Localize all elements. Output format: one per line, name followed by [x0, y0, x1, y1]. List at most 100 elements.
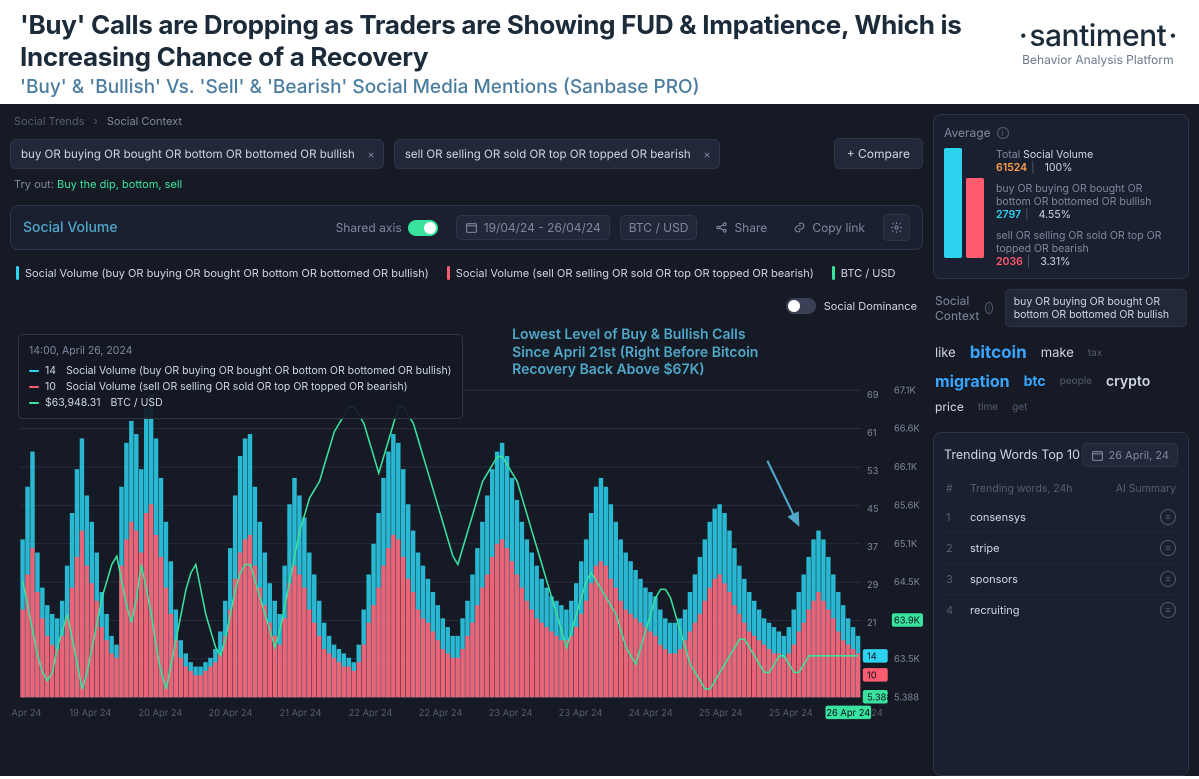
- close-icon[interactable]: ×: [368, 147, 375, 161]
- table-row[interactable]: 2stripe≡: [944, 532, 1178, 563]
- svg-text:65.6K: 65.6K: [894, 501, 920, 512]
- svg-text:20 Apr 24: 20 Apr 24: [138, 708, 182, 719]
- cloud-word[interactable]: people: [1060, 375, 1092, 387]
- legend-swatch-icon: [16, 266, 19, 280]
- cloud-word[interactable]: migration: [935, 371, 1010, 391]
- svg-text:61: 61: [867, 429, 877, 440]
- cloud-word[interactable]: like: [935, 345, 956, 361]
- context-tag[interactable]: buy OR buying OR bought OR bottom OR bot…: [1005, 289, 1187, 327]
- table-row[interactable]: 4recruiting≡: [944, 594, 1178, 625]
- svg-text:25 Apr 24: 25 Apr 24: [769, 708, 813, 719]
- link-icon: [793, 221, 806, 234]
- chart-area[interactable]: 6961534537292114105.38867.1K66.6K66.1K65…: [10, 326, 923, 776]
- date-range-picker[interactable]: 19/04/24 - 26/04/24: [456, 215, 610, 240]
- svg-text:53: 53: [867, 467, 879, 478]
- breadcrumb-current: Social Context: [107, 114, 182, 128]
- info-icon[interactable]: i: [997, 127, 1009, 139]
- header: 'Buy' Calls are Dropping as Traders are …: [0, 0, 1199, 104]
- tooltip-timestamp: 14:00, April 26, 2024: [29, 343, 452, 359]
- svg-text:5.388: 5.388: [867, 693, 892, 704]
- settings-button[interactable]: [883, 214, 910, 241]
- legend-item-buy[interactable]: Social Volume (buy OR buying OR bought O…: [16, 266, 429, 280]
- ai-summary-icon[interactable]: ≡: [1160, 509, 1176, 525]
- svg-text:66.1K: 66.1K: [894, 463, 918, 474]
- svg-text:69: 69: [867, 390, 879, 401]
- copy-link-button[interactable]: Copy link: [785, 216, 873, 239]
- query-chip-sell[interactable]: sell OR selling OR sold OR top OR topped…: [394, 139, 720, 169]
- svg-text:64.5K: 64.5K: [894, 578, 921, 589]
- trending-card: Trending Words Top 10 26 April, 24 # Tre…: [933, 432, 1189, 776]
- cloud-word[interactable]: btc: [1024, 373, 1046, 390]
- brand-logo: santiment: [1017, 18, 1179, 54]
- card-title: Average: [944, 125, 991, 140]
- svg-text:19 Apr 24: 19 Apr 24: [10, 708, 41, 719]
- share-button[interactable]: Share: [707, 216, 775, 239]
- gear-icon: [890, 221, 903, 234]
- social-context-card: Social Context i buy OR buying OR bought …: [933, 289, 1189, 422]
- svg-text:45: 45: [867, 505, 879, 516]
- svg-text:24 Apr 24: 24 Apr 24: [629, 708, 673, 719]
- svg-text:21: 21: [867, 619, 876, 630]
- trending-date-picker[interactable]: 26 April, 24: [1082, 443, 1179, 467]
- brand-tagline: Behavior Analysis Platform: [1017, 52, 1179, 67]
- ai-summary-icon[interactable]: ≡: [1160, 571, 1176, 587]
- legend-item-btc[interactable]: BTC / USD: [832, 266, 896, 280]
- chart-legend: Social Volume (buy OR buying OR bought O…: [10, 258, 923, 314]
- cloud-word[interactable]: crypto: [1106, 373, 1150, 390]
- query-chip-buy[interactable]: buy OR buying OR bought OR bottom OR bot…: [10, 139, 384, 169]
- svg-text:20 Apr 24: 20 Apr 24: [208, 708, 252, 719]
- tryout-link[interactable]: Buy the dip, bottom, sell: [57, 177, 182, 191]
- breadcrumb: Social Trends › Social Context: [10, 114, 923, 130]
- card-title: Trending Words Top 10: [944, 448, 1080, 463]
- svg-text:26 Apr 24: 26 Apr 24: [826, 708, 870, 719]
- svg-text:5.388: 5.388: [894, 693, 919, 704]
- svg-text:23 Apr 24: 23 Apr 24: [559, 708, 603, 719]
- page-subheadline: 'Buy' & 'Bullish' Vs. 'Sell' & 'Bearish'…: [20, 75, 987, 98]
- card-title: Social Context: [935, 293, 979, 323]
- compare-button[interactable]: + Compare: [834, 138, 923, 169]
- svg-text:21 Apr 24: 21 Apr 24: [280, 708, 322, 719]
- word-cloud: like bitcoin make tax migration btc people cryp…: [933, 335, 1189, 422]
- svg-text:19 Apr 24: 19 Apr 24: [69, 708, 111, 719]
- ai-summary-icon[interactable]: ≡: [1160, 540, 1176, 556]
- ai-summary-icon[interactable]: ≡: [1160, 602, 1176, 618]
- cloud-word[interactable]: price: [935, 399, 964, 414]
- average-bars: [944, 148, 984, 258]
- svg-text:22 Apr 24: 22 Apr 24: [419, 708, 463, 719]
- calendar-icon: [465, 221, 478, 234]
- pair-selector[interactable]: BTC / USD: [620, 215, 698, 240]
- breadcrumb-root[interactable]: Social Trends: [14, 114, 84, 128]
- table-row[interactable]: 3sponsors≡: [944, 563, 1178, 594]
- tryout-hint: Try out: Buy the dip, bottom, sell: [10, 177, 923, 191]
- table-header: # Trending words, 24h AI Summary: [944, 475, 1178, 502]
- toggle-off-icon[interactable]: [786, 298, 816, 314]
- svg-text:23 Apr 24: 23 Apr 24: [489, 708, 533, 719]
- svg-text:29: 29: [867, 581, 879, 592]
- svg-text:25 Apr 24: 25 Apr 24: [699, 708, 743, 719]
- cloud-word[interactable]: bitcoin: [970, 343, 1027, 363]
- chart-tooltip: 14:00, April 26, 2024 14Social Volume (b…: [18, 334, 463, 419]
- cloud-word[interactable]: make: [1041, 345, 1074, 361]
- metric-title: Social Volume: [23, 219, 118, 236]
- app-root: Social Trends › Social Context buy OR bu…: [0, 104, 1199, 776]
- cloud-word[interactable]: time: [978, 401, 998, 413]
- query-row: buy OR buying OR bought OR bottom OR bot…: [10, 138, 923, 169]
- cloud-word[interactable]: get: [1012, 401, 1027, 413]
- calendar-icon: [1091, 449, 1104, 462]
- info-icon[interactable]: i: [985, 302, 992, 314]
- svg-text:22 Apr 24: 22 Apr 24: [349, 708, 393, 719]
- close-icon[interactable]: ×: [703, 147, 710, 161]
- cloud-word[interactable]: tax: [1088, 347, 1102, 359]
- page-headline: 'Buy' Calls are Dropping as Traders are …: [20, 10, 987, 73]
- table-row[interactable]: 1consensys≡: [944, 502, 1178, 532]
- svg-text:63.5K: 63.5K: [894, 654, 921, 665]
- legend-item-sell[interactable]: Social Volume (sell OR selling OR sold O…: [447, 266, 814, 280]
- svg-text:10: 10: [867, 671, 877, 682]
- legend-swatch-icon: [832, 266, 835, 280]
- share-icon: [715, 221, 728, 234]
- svg-text:65.1K: 65.1K: [894, 539, 918, 550]
- shared-axis-toggle[interactable]: Shared axis: [328, 216, 446, 240]
- legend-swatch-icon: [447, 266, 450, 280]
- toggle-on-icon[interactable]: [408, 220, 438, 236]
- social-dominance-toggle[interactable]: Social Dominance: [786, 298, 917, 314]
